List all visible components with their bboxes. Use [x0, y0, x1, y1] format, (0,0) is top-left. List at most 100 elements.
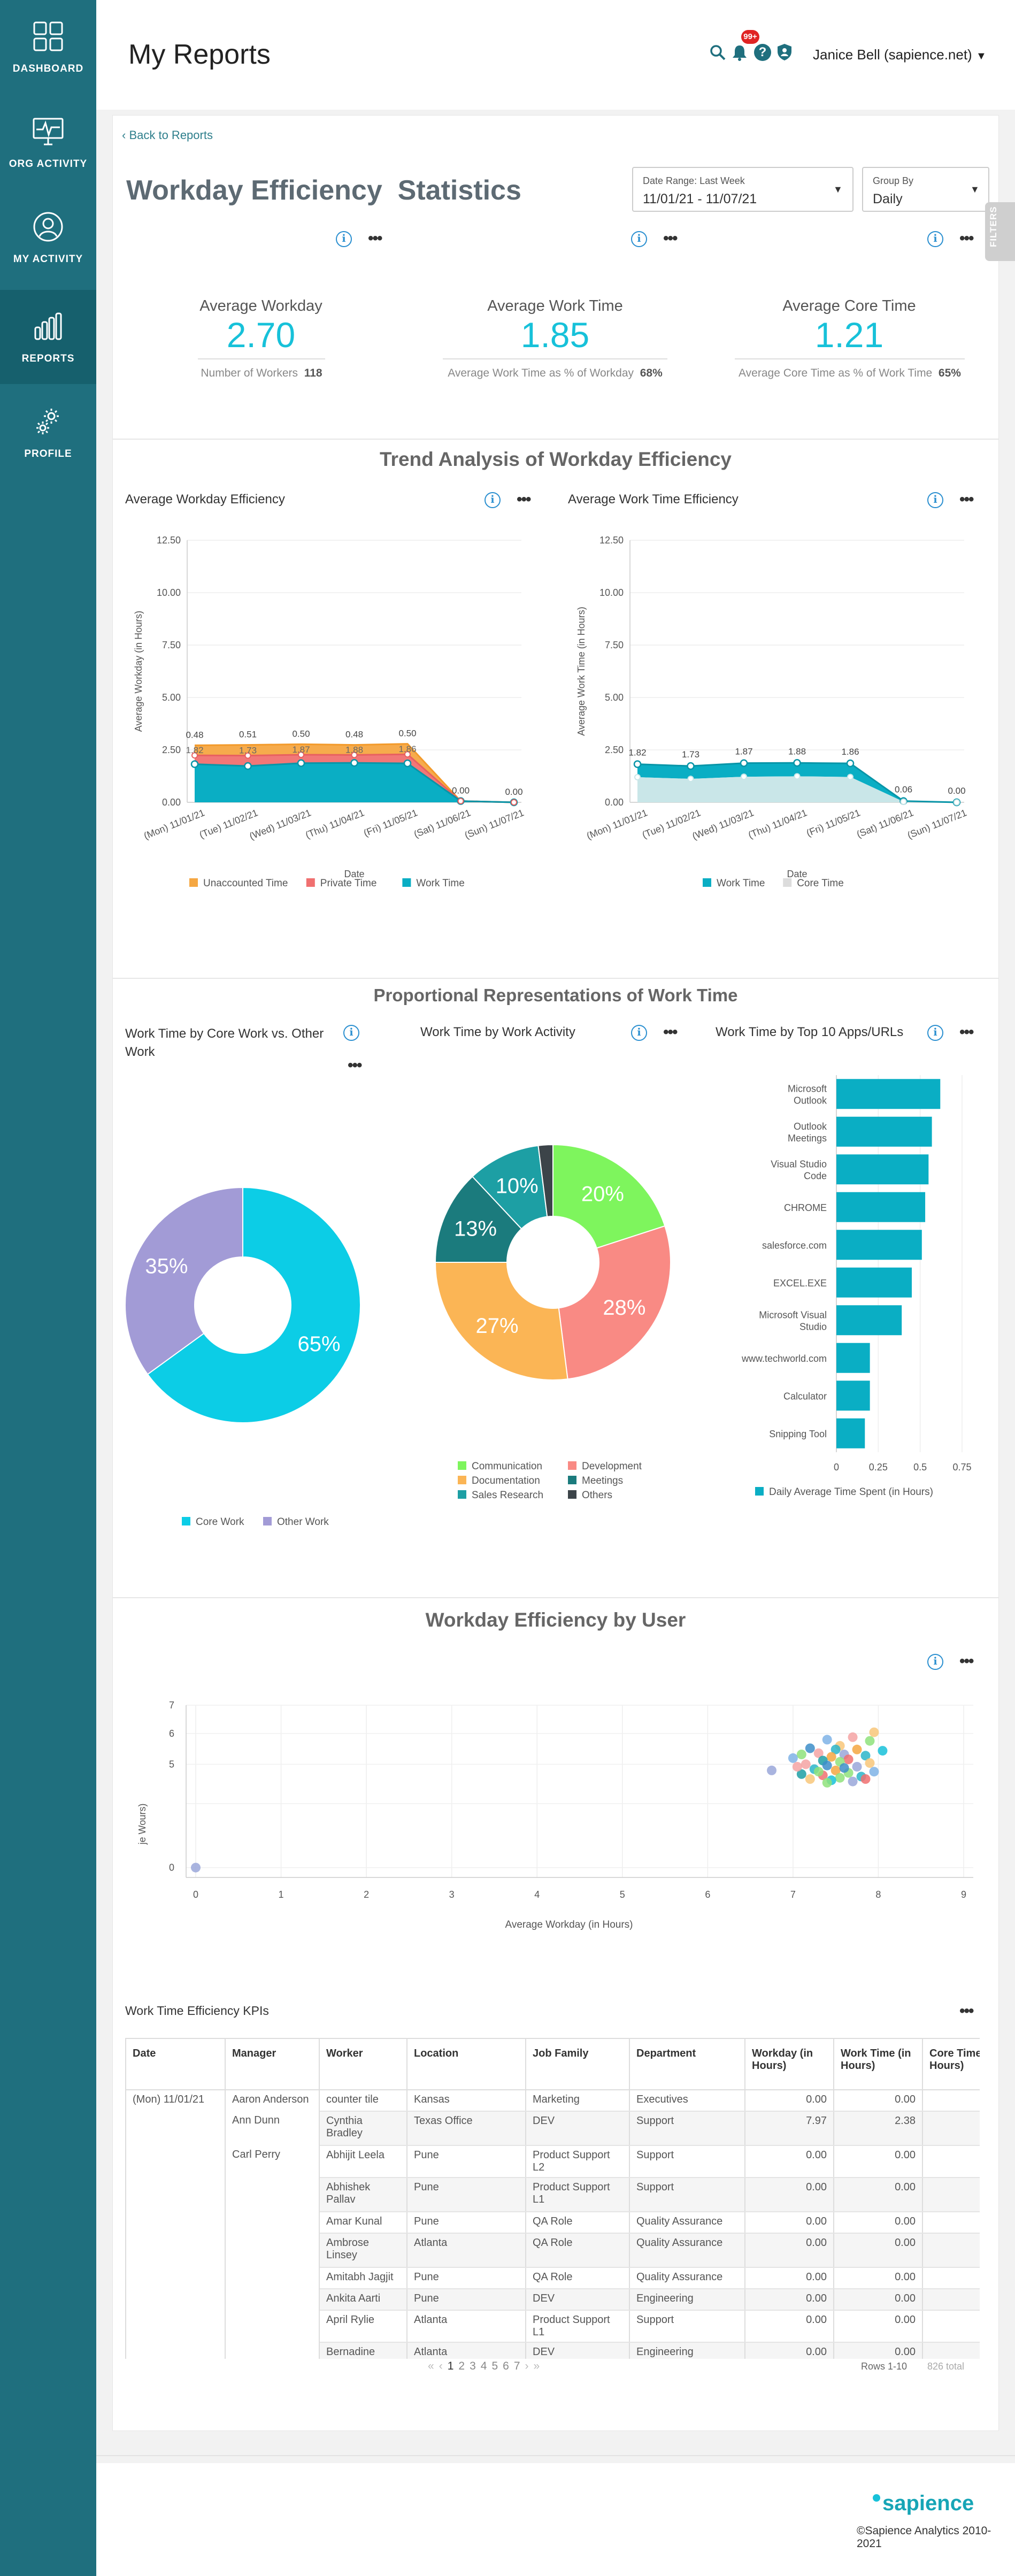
table-cell: Quality Assurance: [629, 2212, 745, 2234]
back-to-reports-link[interactable]: ‹ Back to Reports: [122, 128, 213, 142]
column-header[interactable]: Work Time (in Hours): [833, 2038, 923, 2090]
info-icon[interactable]: i: [631, 231, 647, 247]
more-options-icon[interactable]: •••: [959, 2002, 974, 2020]
table-row[interactable]: Carl Perry Abhijit Leela Pune Product Suppo…: [125, 2145, 980, 2178]
data-point: [511, 799, 517, 806]
kpi-table: Date Manager Worker Location Job Family Depar…: [125, 2038, 980, 2359]
table-cell: Abhishek Pallav: [319, 2178, 407, 2212]
table-row[interactable]: Ann Dunn Cynthia Bradley Texas Office DEV Su…: [125, 2111, 980, 2146]
data-point: [351, 752, 358, 758]
sidebar-item-org-activity[interactable]: ORG ACTIVITY: [0, 95, 96, 189]
table-cell: 0.00: [833, 2289, 923, 2311]
data-point: [741, 773, 747, 780]
table-cell: [225, 2310, 320, 2342]
kpi-row: [118, 225, 983, 439]
table-row[interactable]: April Rylie Atlanta Product Support L1 Supp…: [125, 2310, 980, 2343]
page-4-button[interactable]: 4: [480, 2360, 487, 2372]
column-header[interactable]: Workday (in Hours): [744, 2038, 834, 2090]
page-5-button[interactable]: 5: [491, 2360, 498, 2372]
info-icon[interactable]: i: [927, 492, 943, 508]
more-options-icon[interactable]: •••: [959, 1023, 974, 1041]
data-point: [403, 759, 412, 768]
column-header[interactable]: Job Family: [525, 2038, 630, 2090]
column-header[interactable]: Core Time (in Hours): [922, 2038, 980, 2090]
kpi-value: 1.21: [814, 315, 884, 355]
next-page-button[interactable]: ›: [525, 2360, 529, 2372]
chart-title: Work Time by Work Activity: [420, 1025, 575, 1039]
table-cell: Support: [629, 2145, 745, 2178]
info-icon[interactable]: i: [485, 492, 501, 508]
info-icon[interactable]: i: [927, 1025, 943, 1041]
more-options-icon[interactable]: •••: [959, 1652, 974, 1670]
user-menu[interactable]: Janice Bell (sapience.net) ▼: [813, 47, 987, 63]
bell-icon[interactable]: [732, 44, 748, 61]
more-options-icon[interactable]: •••: [517, 490, 531, 508]
table-cell: QA Role: [525, 2233, 630, 2268]
bar: [836, 1116, 932, 1147]
info-icon[interactable]: i: [927, 1654, 943, 1670]
first-page-button[interactable]: «: [428, 2360, 434, 2372]
table-row[interactable]: Amitabh Jagjit Pune QA Role Quality Assuran…: [125, 2267, 980, 2289]
column-header[interactable]: Department: [629, 2038, 745, 2090]
table-cell: 0.00: [744, 2178, 834, 2212]
data-label: 1.73: [239, 746, 257, 756]
table-cell: [125, 2145, 226, 2178]
more-options-icon[interactable]: •••: [348, 1056, 362, 1074]
kpi-table-scroll[interactable]: Date Manager Worker Location Job Family Depar…: [125, 2038, 980, 2359]
group-by-select[interactable]: Group By Daily ▼: [862, 167, 989, 212]
table-row[interactable]: Bernadine ElroyAtlantaDEVEngineering0.00…: [125, 2342, 980, 2359]
table-cell: Pune: [406, 2289, 526, 2311]
filters-tab[interactable]: FILTERS: [985, 202, 1015, 261]
page-7-button[interactable]: 7: [513, 2360, 520, 2372]
page-3-button[interactable]: 3: [470, 2360, 476, 2372]
sidebar-item-my-activity[interactable]: MY ACTIVITY: [0, 190, 96, 285]
more-options-icon[interactable]: •••: [663, 1023, 678, 1041]
slice-label: 13%: [454, 1217, 497, 1241]
x-tick-label: 0: [193, 1889, 198, 1900]
table-row[interactable]: Amar Kunal Pune QA Role Quality Assurance 0.…: [125, 2212, 980, 2234]
filters-tab-label: FILTERS: [988, 206, 998, 247]
legend-label: Development: [582, 1461, 642, 1472]
notification-badge: 99+: [741, 30, 759, 44]
table-cell: QA Role: [525, 2267, 630, 2289]
table-row[interactable]: (Mon) 11/01/21 Aaron Anderson counter tile…: [125, 2090, 980, 2112]
column-header[interactable]: Date: [125, 2038, 226, 2090]
prev-page-button[interactable]: ‹: [439, 2360, 443, 2372]
more-options-icon[interactable]: •••: [959, 229, 974, 247]
more-options-icon[interactable]: •••: [959, 490, 974, 508]
data-point: [190, 760, 199, 768]
column-header[interactable]: Worker: [319, 2038, 407, 2090]
legend-swatch: [458, 1461, 466, 1470]
table-cell: 0.00: [833, 2212, 923, 2234]
search-icon[interactable]: [709, 44, 726, 61]
page-2-button[interactable]: 2: [458, 2360, 465, 2372]
sidebar-item-dashboard[interactable]: DASHBOARD: [0, 0, 96, 94]
table-row[interactable]: Abhishek Pallav Pune Product Support L1 Sup…: [125, 2178, 980, 2212]
more-options-icon[interactable]: •••: [368, 229, 382, 247]
shield-user-icon[interactable]: [776, 43, 793, 61]
scatter-point: [788, 1753, 798, 1763]
donut-slice: [558, 1225, 671, 1380]
help-icon[interactable]: ?: [754, 44, 771, 61]
table-row[interactable]: Ambrose Linsey Atlanta QA Role Quality Assu…: [125, 2233, 980, 2268]
category-label: Microsoft Visual: [759, 1309, 827, 1320]
more-options-icon[interactable]: •••: [663, 229, 678, 247]
legend-label: Other Work: [277, 1516, 329, 1528]
sidebar-item-profile[interactable]: PROFILE: [0, 385, 96, 479]
info-icon[interactable]: i: [631, 1025, 647, 1041]
page-6-button[interactable]: 6: [503, 2360, 509, 2372]
column-header[interactable]: Location: [406, 2038, 526, 2090]
page-1-button[interactable]: 1: [447, 2360, 454, 2372]
date-range-select[interactable]: Date Range: Last Week 11/01/21 - 11/07/2…: [632, 167, 853, 212]
table-row[interactable]: Ankita Aarti Pune DEV Engineering 0.00 0.00: [125, 2289, 980, 2311]
info-icon[interactable]: i: [927, 231, 943, 247]
sidebar-item-reports[interactable]: REPORTS: [0, 290, 96, 384]
column-header[interactable]: Manager: [225, 2038, 320, 2090]
info-icon[interactable]: i: [343, 1025, 359, 1041]
x-tick-label: 9: [961, 1889, 966, 1900]
category-label: Microsoft: [788, 1083, 827, 1094]
last-page-button[interactable]: »: [533, 2360, 540, 2372]
legend-swatch: [402, 878, 411, 887]
y-axis-label: je Wours): [137, 1804, 148, 1845]
info-icon[interactable]: i: [336, 231, 352, 247]
